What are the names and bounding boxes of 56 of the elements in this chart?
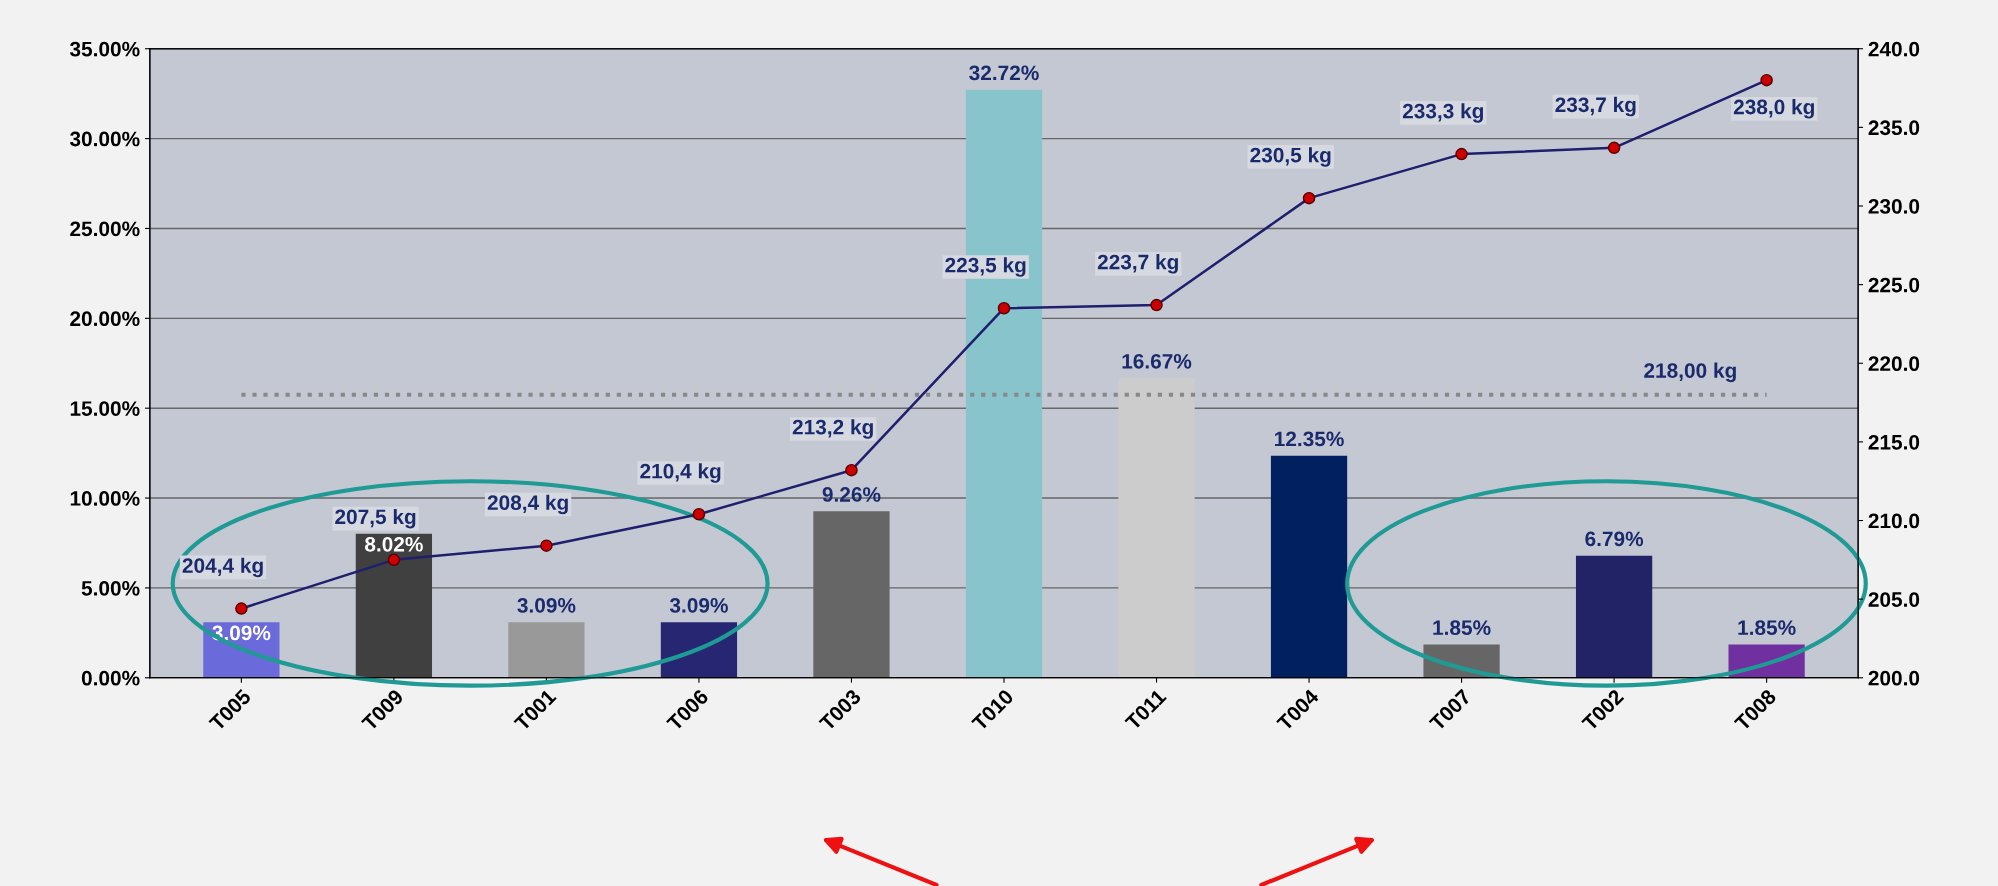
y2-tick-label: 215.0 <box>1868 434 1920 450</box>
y-tick-label: 35.00% <box>69 41 140 57</box>
bar <box>355 533 433 678</box>
bar <box>1575 555 1653 678</box>
y-tick-label: 30.00% <box>69 131 140 147</box>
data-label: 230,5 kg <box>1250 147 1331 167</box>
y-tick-label: 10.00% <box>70 491 140 506</box>
y2-tick-label: 230.0 <box>1868 199 1920 214</box>
point <box>1760 73 1773 87</box>
y2-tick-label: 210.0 <box>1868 513 1920 529</box>
y2-tick-label: 220.0 <box>1868 356 1920 372</box>
data-label: 213,2 kg <box>792 419 873 439</box>
data-label: 12.35% <box>1275 431 1344 447</box>
data-label: 207,5 kg <box>335 508 416 529</box>
data-label: 233,7 kg <box>1555 96 1636 117</box>
data-label: 223,5 kg <box>945 257 1026 277</box>
y2-tick-label: 200.0 <box>1868 670 1920 686</box>
point <box>692 507 706 521</box>
data-label: 210,4 kg <box>640 463 721 483</box>
data-label: 204,4 kg <box>182 557 263 578</box>
data-label: 238,0 kg <box>1733 99 1814 119</box>
point <box>1302 191 1316 205</box>
y-tick-label: 20.00% <box>70 311 140 327</box>
data-label: 208,4 kg <box>487 494 568 515</box>
y-tick-label: 15.00% <box>70 401 140 416</box>
point <box>845 463 858 477</box>
point <box>235 602 248 615</box>
y-tick-label: 0.00% <box>81 670 140 686</box>
point <box>540 539 553 552</box>
data-label: 1.85% <box>1433 620 1491 636</box>
bar <box>1270 455 1348 678</box>
bar <box>660 622 738 678</box>
data-label: 9.26% <box>822 487 881 502</box>
point <box>1607 141 1621 155</box>
y2-tick-label: 235.0 <box>1868 120 1920 136</box>
y-tick-label: 5.00% <box>81 580 140 596</box>
data-label: 3.09% <box>212 625 271 641</box>
data-label: 6.79% <box>1585 531 1644 547</box>
y-tick-label: 25.00% <box>70 221 140 237</box>
data-label: 3.09% <box>517 597 576 613</box>
data-label: 223,7 kg <box>1097 254 1178 274</box>
point <box>387 553 401 567</box>
data-label: 16.67% <box>1122 353 1192 369</box>
point <box>997 301 1011 315</box>
data-label: 1.85% <box>1738 620 1796 636</box>
data-label: 3.09% <box>669 597 728 613</box>
ref-line-label: 218,00 kg <box>1644 362 1736 383</box>
y2-tick-label: 225.0 <box>1868 277 1920 293</box>
y2-tick-label: 205.0 <box>1868 592 1920 607</box>
bar <box>508 622 585 678</box>
data-label: 8.02% <box>365 536 423 552</box>
data-label: 32.72% <box>969 65 1039 81</box>
point <box>1455 147 1468 161</box>
point <box>1150 298 1163 312</box>
data-label: 233,3 kg <box>1402 103 1483 123</box>
y2-tick-label: 240.0 <box>1868 41 1920 57</box>
